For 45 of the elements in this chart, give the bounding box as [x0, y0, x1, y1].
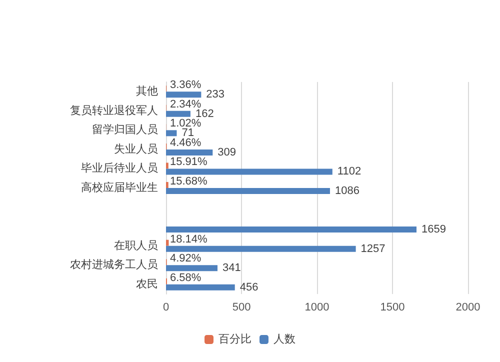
data-label: 71	[182, 127, 194, 140]
data-label: 15.68%	[170, 176, 208, 188]
data-label: 4.46%	[170, 136, 202, 149]
data-label: 2.34%	[170, 98, 202, 110]
bar	[166, 246, 356, 252]
y-tick-label: 复员转业退役军人	[70, 104, 158, 117]
data-label: 15.91%	[170, 156, 208, 168]
data-label: 18.14%	[170, 233, 208, 246]
data-label: 1086	[334, 185, 360, 197]
y-tick-label: 高校应届毕业生	[81, 181, 158, 194]
y-tick-label: 农民	[136, 278, 158, 290]
x-tick-label: 1500	[380, 302, 405, 314]
data-label: 1659	[422, 224, 446, 236]
bar	[166, 226, 417, 233]
data-label: 1257	[360, 242, 386, 255]
bar	[166, 92, 202, 98]
data-label: 3.36%	[170, 79, 202, 92]
data-label: 6.58%	[170, 272, 202, 284]
y-tick-label: 留学归国人员	[92, 123, 158, 136]
data-label: 162	[195, 108, 214, 120]
y-tick-label: 在职人员	[114, 240, 158, 252]
x-tick-label: 0	[162, 302, 170, 314]
data-label: 456	[240, 281, 258, 294]
bar	[166, 265, 218, 272]
data-label: 1102	[337, 166, 362, 178]
y-tick-label: 失业人员	[114, 142, 158, 156]
x-tick-label: 1000	[304, 302, 330, 314]
data-label: 341	[222, 262, 241, 274]
x-tick-label: 500	[232, 302, 251, 314]
legend-label: 百分比	[218, 332, 252, 346]
bar	[166, 188, 330, 194]
x-tick-label: 2000	[456, 302, 480, 314]
bar	[166, 110, 190, 117]
data-label: 4.92%	[170, 252, 202, 265]
data-label: 309	[218, 146, 236, 158]
y-tick-label: 毕业后待业人员	[81, 162, 158, 175]
bar	[166, 284, 235, 290]
y-tick-label: 其他	[136, 84, 158, 98]
data-label: 233	[206, 88, 225, 101]
bar	[166, 149, 213, 156]
bar	[166, 130, 177, 136]
y-tick-label: 农村进城务工人员	[70, 258, 158, 272]
bar	[166, 240, 169, 246]
legend-label: 人数	[274, 334, 296, 346]
bar	[166, 168, 332, 175]
